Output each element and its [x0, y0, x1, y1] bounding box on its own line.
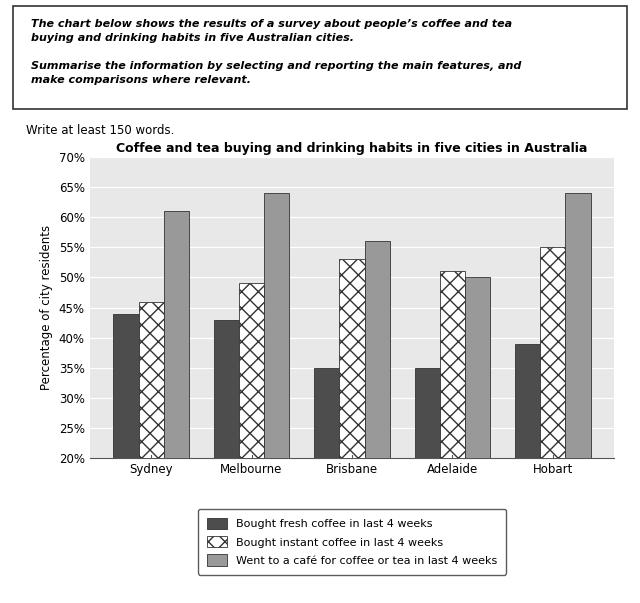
Bar	[365, 241, 390, 579]
Bar	[264, 193, 289, 579]
Bar	[565, 193, 591, 579]
Text: Write at least 150 words.: Write at least 150 words.	[26, 124, 174, 137]
Bar	[139, 302, 164, 579]
Bar	[214, 320, 239, 579]
Bar	[164, 211, 189, 579]
Text: Coffee and tea buying and drinking habits in five cities in Australia: Coffee and tea buying and drinking habit…	[116, 142, 588, 155]
FancyBboxPatch shape	[13, 6, 627, 109]
Text: The chart below shows the results of a survey about people’s coffee and tea
buyi: The chart below shows the results of a s…	[31, 19, 522, 85]
Bar	[239, 283, 264, 579]
Bar	[540, 247, 565, 579]
Bar	[415, 368, 440, 579]
Legend: Bought fresh coffee in last 4 weeks, Bought instant coffee in last 4 weeks, Went: Bought fresh coffee in last 4 weeks, Bou…	[198, 509, 506, 575]
Bar	[314, 368, 339, 579]
Bar	[465, 277, 490, 579]
Bar	[113, 314, 139, 579]
Bar	[440, 271, 465, 579]
Bar	[339, 259, 365, 579]
Bar	[515, 344, 540, 579]
Y-axis label: Percentage of city residents: Percentage of city residents	[40, 225, 53, 390]
